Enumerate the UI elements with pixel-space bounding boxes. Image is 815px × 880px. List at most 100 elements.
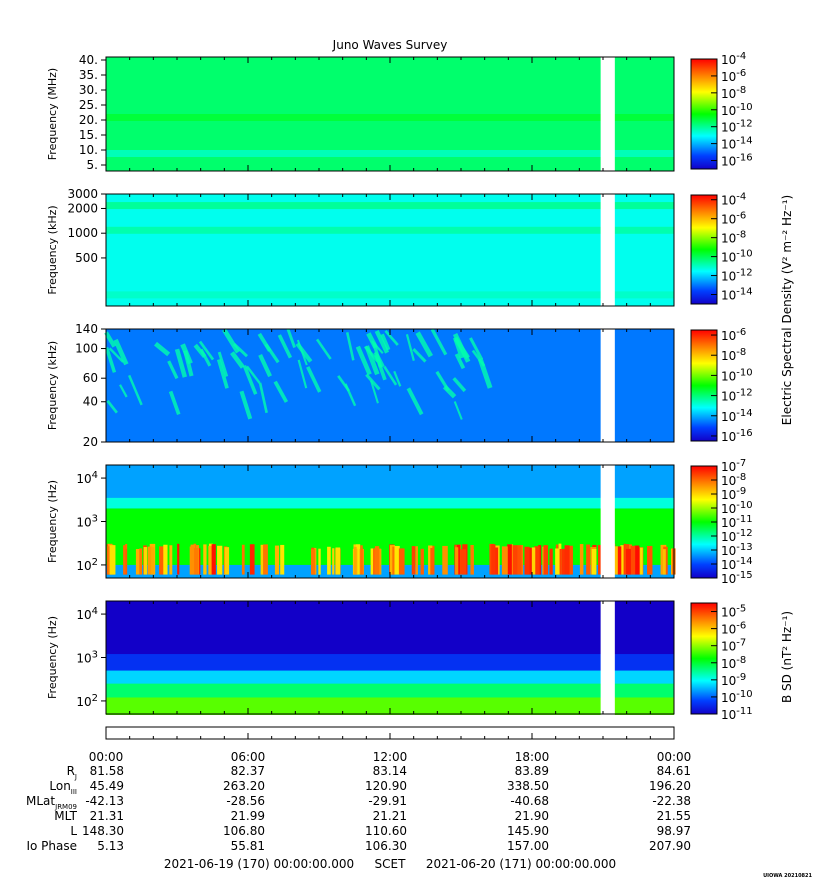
spectrogram-panel-4: 104 103 102 Frequency (Hz) [46, 464, 676, 579]
y-tick-label: 500 [75, 251, 98, 265]
burst-stroke [104, 331, 117, 348]
emission-streak [332, 548, 335, 575]
emission-band [106, 636, 674, 656]
emission-streak [177, 543, 180, 575]
colorbar-tick-label: 10-14 [721, 287, 753, 303]
emission-streak [567, 545, 573, 575]
spectrogram-panel-1: 40.35.30.25.20.15.10.5. Frequency (MHz) [46, 53, 675, 172]
ephemeris-value: 207.90 [649, 839, 691, 853]
ephemeris-value: 110.60 [365, 824, 407, 838]
colorbar-tick-label: 10-5 [721, 604, 746, 620]
burst-stroke [216, 358, 229, 389]
burst-stroke [373, 351, 387, 381]
figure-title: Juno Waves Survey [332, 38, 448, 52]
burst-stroke [370, 380, 379, 404]
emission-streak [370, 548, 373, 575]
ephemeris-value: 21.55 [657, 809, 691, 823]
emission-streak [555, 548, 560, 575]
emission-band [106, 202, 674, 210]
y-tick-label: 30. [79, 83, 98, 97]
emission-streak [561, 548, 565, 575]
colorbar-tick-label: 10-8 [721, 85, 746, 101]
colorbar-tick-label: 10-9 [721, 486, 746, 502]
burst-stroke [406, 387, 424, 416]
emission-streak [524, 546, 530, 575]
y-tick-label: 104 [76, 470, 98, 486]
y-tick-label: 102 [76, 557, 98, 573]
burst-stroke [198, 340, 215, 361]
emission-streak [512, 545, 519, 575]
y-tick-label: 102 [76, 693, 98, 709]
colorbar-tick-label: 10-8 [721, 472, 746, 488]
y-axis-label: Frequency (kHz) [46, 341, 59, 430]
emission-streak [647, 545, 653, 575]
ephemeris-label: MLT [54, 809, 77, 823]
data-gap [600, 193, 615, 307]
emission-streak [398, 548, 405, 575]
emission-band [106, 623, 674, 638]
burst-stroke [217, 351, 229, 377]
time-tick-label: 06:00 [231, 750, 266, 764]
burst-stroke [345, 332, 355, 361]
burst-stroke [297, 359, 308, 389]
burst-stroke [104, 347, 117, 373]
emission-streak [169, 545, 173, 575]
emission-streak [614, 546, 618, 575]
burst-stroke [108, 347, 125, 363]
emission-streak [139, 548, 143, 575]
burst-stroke [337, 375, 350, 392]
colorbar-tick-label: 10-4 [721, 51, 746, 67]
spectrogram-background [106, 194, 674, 306]
emission-streak [615, 546, 622, 575]
colorbar-tick-label: 10-4 [721, 192, 746, 208]
burst-stroke [435, 370, 450, 392]
emission-streak [470, 544, 474, 575]
emission-streak [625, 548, 631, 575]
emission-streak [591, 548, 597, 575]
burst-stroke [119, 384, 128, 398]
colorbar-tick-label: 10-13 [721, 542, 753, 558]
spectrogram-panel-5: 104 103 102 Frequency (Hz) [46, 600, 675, 715]
colorbar-2: 10-4 10-6 10-8 10-10 10-12 10-14 [690, 192, 753, 305]
emission-streak [163, 544, 168, 575]
e-colorbar-label: Electric Spectral Density (V² m⁻² Hz⁻¹) [780, 195, 794, 425]
emission-streak [372, 548, 377, 575]
emission-streak [455, 547, 459, 575]
ephemeris-value: 338.50 [507, 779, 549, 793]
ephemeris-value: 82.37 [231, 764, 265, 778]
emission-streak [355, 544, 361, 575]
ephemeris-value: -29.91 [368, 794, 407, 808]
colorbar-tick-label: 10-7 [721, 458, 746, 474]
emission-streak [543, 545, 549, 575]
ephemeris-value: 81.58 [90, 764, 124, 778]
colorbar-gradient [690, 58, 718, 170]
colorbar-tick-label: 10-11 [721, 706, 753, 722]
y-tick-label: 103 [76, 514, 98, 530]
emission-streak [107, 546, 111, 575]
burst-stroke [154, 341, 171, 357]
burst-stroke [167, 360, 179, 380]
emission-streak [353, 546, 357, 575]
colorbar-tick-label: 10-6 [721, 327, 746, 343]
emission-streak [374, 546, 380, 575]
y-tick-label: 20 [83, 435, 98, 449]
emission-streak [620, 545, 624, 575]
emission-streak [159, 546, 165, 575]
burst-stroke [469, 337, 484, 361]
emission-band [106, 114, 674, 121]
burst-stroke [193, 343, 207, 359]
emission-streak [415, 546, 418, 575]
ephemeris-value: 196.20 [649, 779, 691, 793]
ephemeris-value: 84.61 [657, 764, 691, 778]
ephemeris-label: MLatJRM09 [26, 794, 77, 811]
colorbar-gradient [690, 329, 718, 442]
y-tick-label: 103 [76, 650, 98, 666]
burst-stroke [174, 348, 188, 378]
emission-streak [493, 547, 499, 575]
ephemeris-value: 83.89 [515, 764, 549, 778]
credit-stamp: UIOWA 20210821 [763, 873, 812, 879]
colorbar-tick-label: 10-12 [721, 388, 753, 404]
ephemeris-value: 120.90 [365, 779, 407, 793]
colorbar-3: 10-6 10-8 10-10 10-12 10-14 10-16 [690, 327, 753, 444]
